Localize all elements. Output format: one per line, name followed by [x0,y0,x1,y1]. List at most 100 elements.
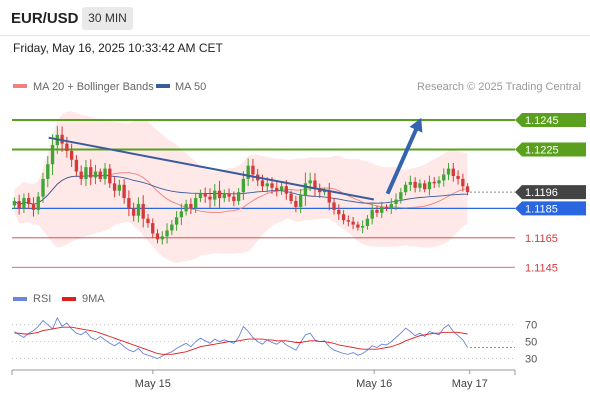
candle-body [74,159,79,172]
candle [313,173,317,197]
candle [141,195,145,228]
candle-body [117,184,122,191]
candle-body [423,183,427,190]
candle [442,168,446,187]
candle-body [69,150,74,160]
candle [108,163,112,188]
candle [236,188,241,206]
candle-body [399,192,403,200]
candle [31,197,36,217]
candle-body [127,198,131,209]
candle-body [151,223,155,234]
candle [298,188,303,214]
resistance-label: 1.1245 [525,115,559,127]
candle [380,201,384,218]
candle [179,203,184,225]
rsi-legend-label: RSI [33,293,51,305]
research-credit: Research © 2025 Trading Central [417,81,581,93]
candle-body [298,195,303,207]
candle-body [108,168,112,184]
candle [370,204,374,225]
candle-body [84,167,88,179]
candle [194,193,198,214]
candle-body [279,186,284,191]
candle-body [356,224,360,228]
candle [41,172,45,203]
candle [103,162,107,185]
candle [60,126,64,152]
candle-body [208,196,212,200]
rsi-ma9-line [14,326,468,355]
candle [389,198,393,215]
candle-body [289,193,293,202]
candle-body [217,190,222,199]
candle [423,180,427,193]
candle-body [322,190,327,193]
candle [17,194,21,215]
candle-body [294,201,298,207]
candle [365,215,370,230]
candle-body [236,192,241,202]
candle [461,173,465,192]
candle [346,215,351,227]
candle [437,176,441,188]
candle-body [437,180,441,184]
candle-body [270,183,274,188]
candle [418,179,422,192]
candle-body [179,211,184,218]
rsi-level-label: 50 [525,337,537,349]
resistance-tag [515,113,586,128]
candle-body [198,193,203,199]
candle-body [360,226,365,228]
ma50-legend-swatch [156,84,170,88]
candle [112,176,117,198]
candle-body [184,203,188,212]
candle [399,188,403,204]
candle-body [408,181,413,185]
annotations [48,117,423,201]
candle-body [327,190,331,203]
candle-body [275,187,279,191]
candle-body [456,175,460,179]
candle-body [370,209,374,219]
trendline [48,136,375,201]
timeframe-badge[interactable]: 30 MIN [82,7,133,30]
candle [318,183,322,198]
candle-body [251,165,255,175]
candle-body [60,134,64,144]
candle [12,197,17,210]
candle [198,189,203,203]
ma20-legend-label: MA 20 + Bollinger Bands [33,81,154,93]
candle [79,165,83,186]
candle-body [418,183,422,188]
candle [27,192,31,210]
candle-body [79,171,83,179]
candle-body [442,174,446,181]
candle-body [194,198,198,209]
candle-body [189,203,193,209]
ma50-legend-label: MA 50 [175,81,206,93]
bollinger-bands [14,111,468,263]
candle [89,159,93,186]
candle [222,189,226,203]
candle [403,181,408,196]
candle [213,184,217,207]
resistance-label: 1.1225 [525,144,559,156]
candle-body [93,171,98,178]
candle-body [203,193,207,197]
candle [408,175,413,192]
candle-body [136,203,141,216]
candle [184,199,188,216]
candle [98,168,102,183]
last-price-label: 1.1196 [525,187,558,199]
ma9-legend-label: 9MA [82,293,105,305]
candle [122,179,126,204]
rsi-panel: 70 50 30 [12,316,537,366]
candle-body [308,180,312,184]
candle-body [403,184,408,193]
candle-body [46,164,50,179]
candle [289,190,293,205]
candle-body [451,168,455,176]
candle [165,223,169,244]
